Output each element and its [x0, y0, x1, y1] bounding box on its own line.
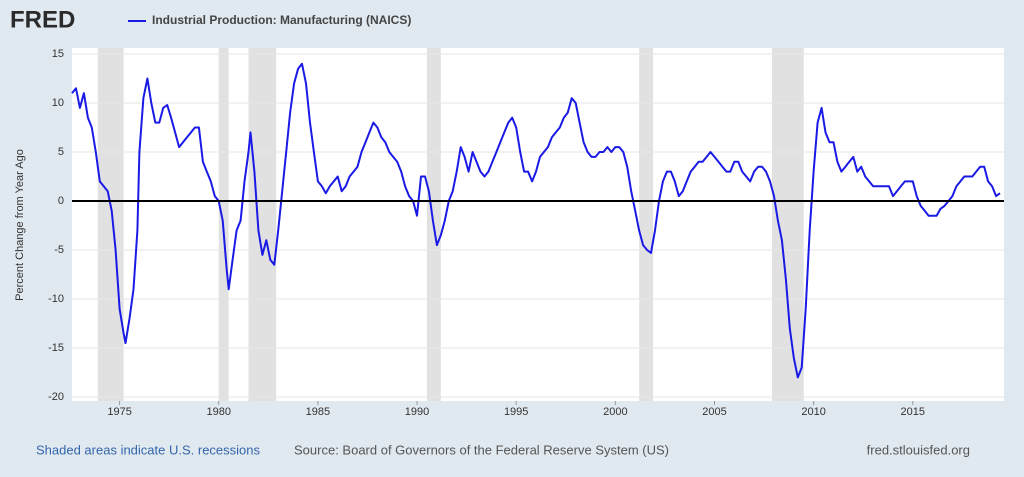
y-tick-label: -10	[48, 293, 64, 305]
y-tick-label: 0	[58, 195, 64, 207]
y-tick-label: -5	[54, 244, 64, 256]
source: Source: Board of Governors of the Federa…	[294, 442, 669, 457]
site: fred.stlouisfed.org	[867, 442, 970, 457]
x-tick-label: 1990	[405, 406, 429, 418]
x-tick-label: 2015	[901, 406, 925, 418]
recession-band	[248, 48, 277, 401]
recession-band	[97, 48, 124, 401]
y-tick-label: 15	[52, 48, 64, 60]
recession-band	[771, 48, 804, 401]
y-axis-label: Percent Change from Year Ago	[14, 149, 26, 301]
legend-label: Industrial Production: Manufacturing (NA…	[152, 13, 411, 27]
x-tick-label: 1995	[504, 406, 528, 418]
y-tick-label: 10	[52, 97, 64, 109]
x-tick-label: 1985	[306, 406, 330, 418]
logo: FRED	[10, 6, 75, 33]
x-tick-label: 1980	[206, 406, 230, 418]
y-tick-label: -15	[48, 342, 64, 354]
y-tick-label: -20	[48, 391, 64, 403]
data-line	[71, 62, 1001, 379]
x-tick-label: 2000	[603, 406, 627, 418]
y-tick-label: 5	[58, 146, 64, 158]
recession-link[interactable]: Shaded areas indicate U.S. recessions	[36, 442, 261, 457]
recession-band	[639, 48, 654, 401]
x-tick-label: 2010	[801, 406, 825, 418]
x-tick-label: 1975	[107, 406, 131, 418]
x-tick-label: 2005	[702, 406, 726, 418]
